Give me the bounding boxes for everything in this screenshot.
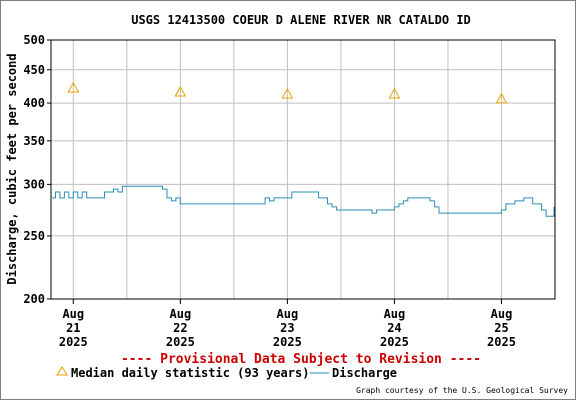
chart-title: USGS 12413500 COEUR D ALENE RIVER NR CAT… (131, 13, 471, 27)
x-tick-label-month: Aug (277, 307, 299, 321)
discharge-legend-label: Discharge (332, 366, 397, 380)
x-tick-label-day: 21 (66, 321, 80, 335)
discharge-series (52, 185, 555, 217)
median-marker (281, 88, 294, 99)
y-tick-label: 200 (23, 292, 45, 306)
x-tick-label-day: 25 (494, 321, 508, 335)
usgs-credit: Graph courtesy of the U.S. Geological Su… (356, 386, 568, 395)
grid-lines (51, 40, 555, 299)
plot-frame (50, 39, 556, 300)
median-legend-triangle-icon (56, 366, 68, 376)
x-tick-label-year: 2025 (59, 335, 88, 349)
x-tick-label-month: Aug (62, 307, 84, 321)
median-series (67, 81, 508, 104)
x-tick-label-month: Aug (491, 307, 513, 321)
y-tick-label: 400 (23, 96, 45, 110)
x-tick-label-year: 2025 (166, 335, 195, 349)
median-marker (388, 88, 401, 99)
discharge-line (52, 185, 555, 217)
y-tick-label: 450 (23, 63, 45, 77)
y-tick-label: 300 (23, 177, 45, 191)
median-marker (495, 92, 508, 104)
median-legend-label: Median daily statistic (93 years) (71, 366, 309, 380)
x-axis-ticks: Aug212025Aug222025Aug232025Aug242025Aug2… (59, 299, 516, 349)
x-tick-label-year: 2025 (487, 335, 516, 349)
y-tick-label: 350 (23, 134, 45, 148)
y-tick-label: 500 (23, 33, 45, 47)
y-axis-label: Discharge, cubic feet per second (5, 53, 19, 284)
x-tick-label-day: 23 (280, 321, 294, 335)
median-marker (67, 81, 80, 93)
median-marker (174, 85, 187, 97)
x-tick-label-month: Aug (384, 307, 406, 321)
x-tick-label-day: 24 (387, 321, 401, 335)
y-axis-ticks: 200 250 300 350 400 450 500 (23, 33, 51, 306)
x-tick-label-day: 22 (173, 321, 187, 335)
x-tick-label-month: Aug (170, 307, 192, 321)
x-tick-label-year: 2025 (273, 335, 302, 349)
provisional-notice: ---- Provisional Data Subject to Revisio… (121, 352, 481, 367)
x-tick-label-year: 2025 (380, 335, 409, 349)
y-tick-label: 250 (23, 229, 45, 243)
